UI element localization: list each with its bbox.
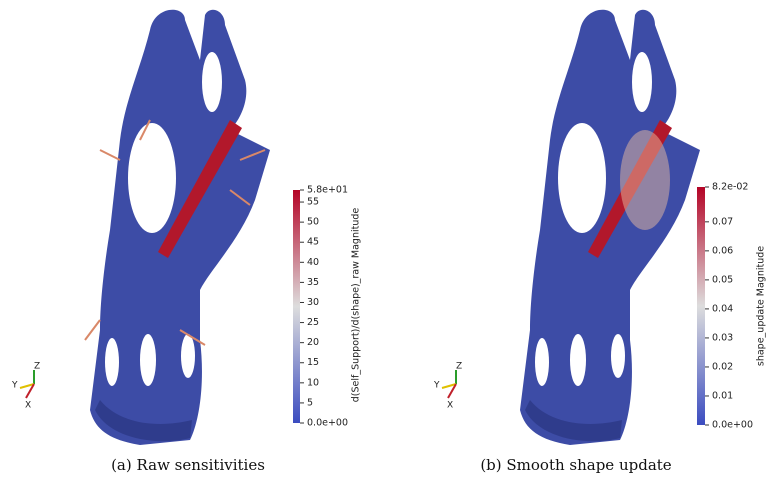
caption: (b) Smooth shape update xyxy=(480,456,671,474)
colorbar-tick-label: 0.07 xyxy=(712,216,733,227)
colorbar-tick-label: 15 xyxy=(307,357,319,368)
axis-label: X xyxy=(25,401,31,411)
colorbar-tick-label: 0.06 xyxy=(712,245,733,256)
colorbar-tick-label: 55 xyxy=(307,197,319,208)
colorbar-tick-label: 0.02 xyxy=(712,361,733,372)
colorbar-title: shape_update Magnitude xyxy=(756,246,767,366)
colorbar-tick-label: 10 xyxy=(307,377,319,388)
colorbar-tick-label: 0.0e+00 xyxy=(712,420,753,431)
axis-label: Y xyxy=(433,381,440,391)
colorbar xyxy=(293,190,300,423)
colorbar-tick-label: 8.2e-02 xyxy=(712,182,748,193)
render-a xyxy=(85,10,270,445)
colorbar-tick-label: 0.01 xyxy=(712,390,733,401)
colorbar-tick-label: 25 xyxy=(307,317,319,328)
colorbar-tick-label: 0.05 xyxy=(712,274,733,285)
colorbar-tick-label: 5.8e+01 xyxy=(307,185,348,196)
axis-label: X xyxy=(447,401,453,411)
axis-label: Z xyxy=(456,362,462,372)
colorbar-title: d(Self_Support)/d(shape)_raw Magnitude xyxy=(351,208,362,403)
figure: Z Y X Z Y X d(Self_Support)/d(shape)_raw… xyxy=(0,0,767,478)
colorbar-tick-label: 0.04 xyxy=(712,303,733,314)
colorbar-tick-label: 50 xyxy=(307,217,319,228)
axes-triad xyxy=(20,370,456,398)
colorbar-tick-label: 20 xyxy=(307,337,319,348)
colorbar-tick-label: 40 xyxy=(307,257,319,268)
axis-label: Y xyxy=(11,381,18,391)
colorbar-tick-label: 30 xyxy=(307,297,319,308)
colorbar-tick-label: 0.03 xyxy=(712,332,733,343)
colorbar-tick-label: 45 xyxy=(307,237,319,248)
colorbar-tick-label: 0.0e+00 xyxy=(307,418,348,429)
colorbar xyxy=(697,187,705,425)
caption: (a) Raw sensitivities xyxy=(111,456,265,474)
render-b xyxy=(520,10,700,445)
colorbar-tick-label: 5 xyxy=(307,397,313,408)
axis-label: Z xyxy=(34,362,40,372)
colorbar-tick-label: 35 xyxy=(307,277,319,288)
